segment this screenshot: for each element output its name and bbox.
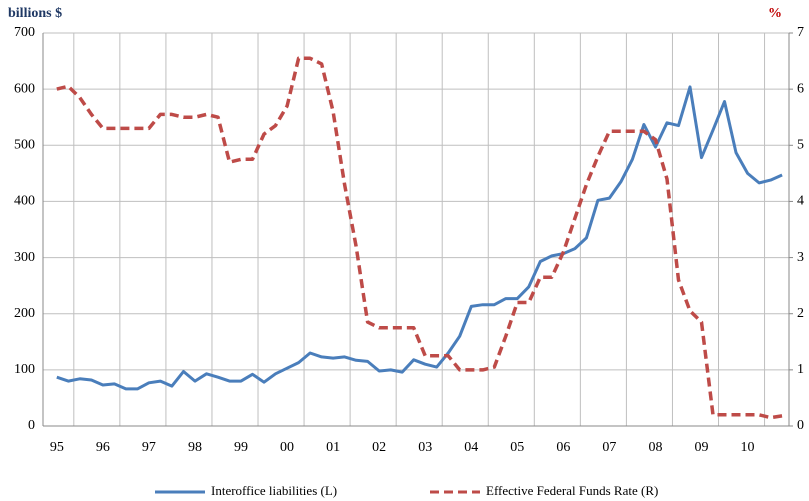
x-tick-label: 99	[234, 440, 248, 455]
x-tick-label: 95	[50, 440, 64, 455]
legend-label: Effective Federal Funds Rate (R)	[486, 483, 658, 498]
x-tick-label: 07	[602, 440, 616, 455]
y-tick-label: 500	[14, 138, 35, 153]
y-tick-label: 300	[14, 250, 35, 265]
x-tick-label: 10	[741, 440, 755, 455]
y2-tick-label: 4	[797, 194, 804, 209]
y2-tick-label: 5	[797, 138, 804, 153]
x-tick-label: 09	[695, 440, 709, 455]
y-tick-label: 600	[14, 81, 35, 96]
legend-label: Interoffice liabilities (L)	[211, 483, 337, 498]
x-tick-label: 97	[142, 440, 156, 455]
y-tick-label: 700	[14, 25, 35, 40]
x-tick-label: 03	[418, 440, 432, 455]
x-tick-label: 00	[280, 440, 294, 455]
y2-tick-label: 3	[797, 250, 804, 265]
x-tick-label: 08	[648, 440, 662, 455]
x-tick-label: 02	[372, 440, 386, 455]
x-tick-label: 01	[326, 440, 340, 455]
y2-tick-label: 1	[797, 362, 804, 377]
y-tick-label: 400	[14, 194, 35, 209]
x-tick-label: 96	[96, 440, 110, 455]
x-tick-label: 05	[510, 440, 524, 455]
y-tick-label: 100	[14, 362, 35, 377]
x-tick-label: 06	[556, 440, 570, 455]
x-tick-label: 04	[464, 440, 478, 455]
data-line	[56, 56, 783, 420]
y2-tick-label: 2	[797, 306, 804, 321]
y-tick-label: 200	[14, 306, 35, 321]
data-line	[56, 85, 783, 391]
y-tick-label: 0	[28, 418, 35, 433]
y2-tick-label: 6	[797, 81, 804, 96]
y2-axis-label: %	[768, 6, 782, 21]
y2-tick-label: 7	[797, 25, 804, 40]
y-axis-label: billions $	[8, 6, 62, 21]
y2-tick-label: 0	[797, 418, 804, 433]
x-tick-label: 98	[188, 440, 202, 455]
